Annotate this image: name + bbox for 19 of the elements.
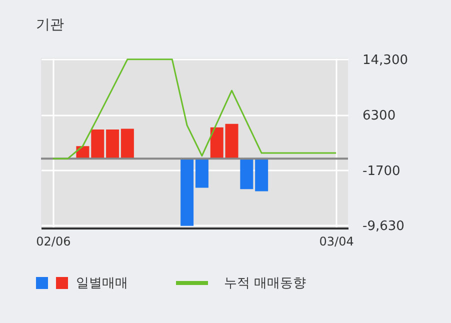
y-tick-label: -9,630 [362,218,404,234]
bar [106,129,120,159]
bar [210,127,224,159]
bar [120,128,134,159]
bar [255,158,268,192]
line-series [52,58,337,160]
legend-label: 누적 매매동향 [224,275,306,292]
bar [91,129,104,159]
bar [195,158,208,188]
y-tick-label: 14,300 [362,52,408,68]
chart-title: 기관 [36,16,64,34]
legend-label: 일별매매 [76,275,128,292]
bar [180,158,194,226]
x-tick-label: 03/04 [319,234,354,248]
y-tick-label: -1700 [362,164,400,179]
y-tick-label: 6300 [362,108,396,124]
bar [240,158,254,190]
bar [225,124,238,159]
x-tick-label: 02/06 [36,234,71,248]
